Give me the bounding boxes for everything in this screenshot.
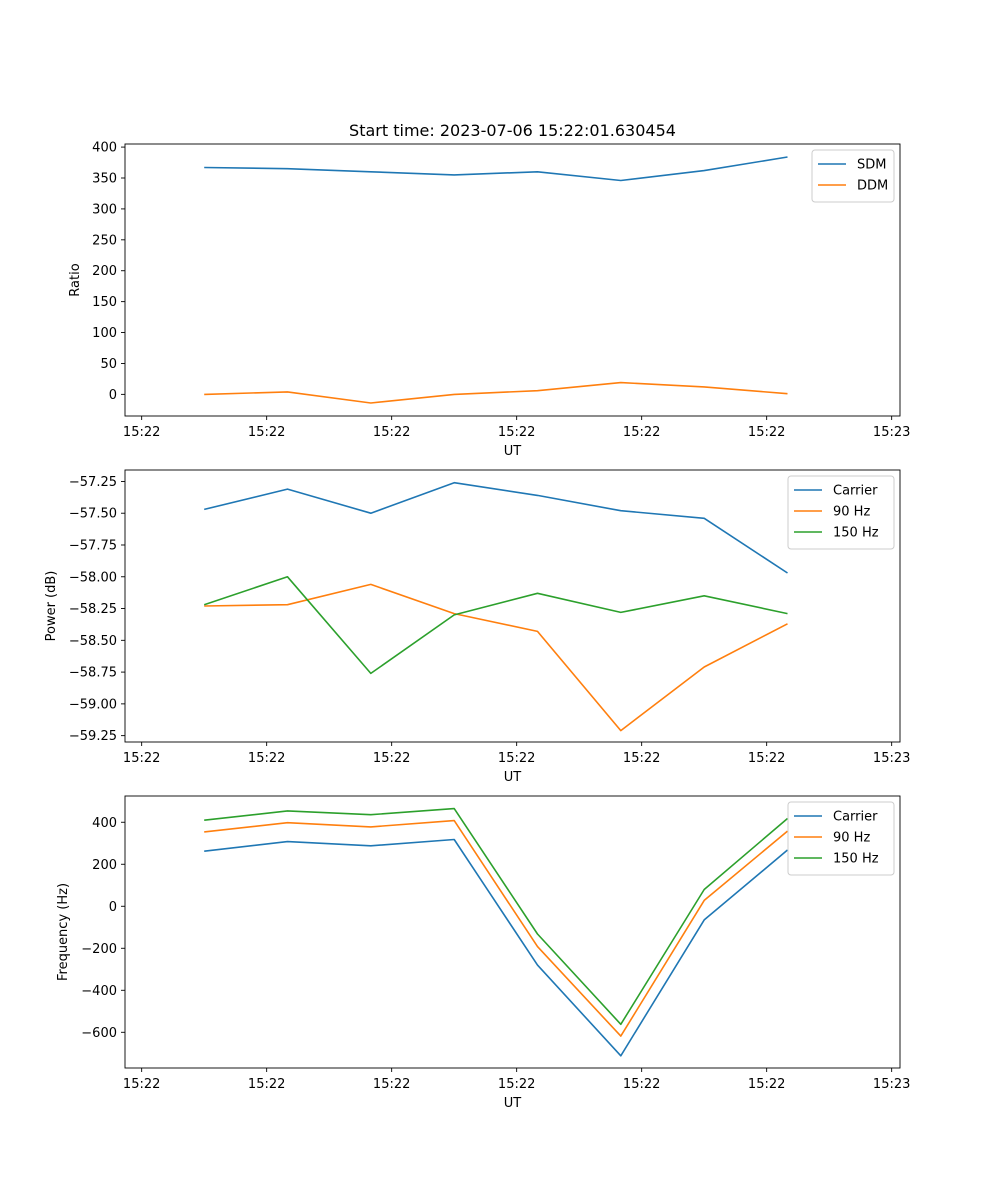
- chart-1-x-tick-label: 15:22: [248, 751, 285, 766]
- chart-0-y-tick-label: 350: [92, 172, 117, 187]
- chart-power: 15:22 15:22 15:22 15:22 15:22 15:22 15:23 −59.2…: [44, 469, 910, 785]
- chart-0-y-tick-label: 50: [100, 357, 117, 372]
- chart-1-legend-label: 90 Hz: [833, 505, 870, 520]
- chart-1-y-tick-label: −57.75: [69, 538, 117, 553]
- chart-2-x-tick-label: 15:22: [248, 1077, 285, 1092]
- chart-1-series-line-1: [204, 481, 788, 574]
- chart-0-y-tick-label: 150: [92, 295, 117, 310]
- chart-0-legend-label: DDM: [857, 179, 888, 194]
- chart-1-plot-frame: [124, 469, 901, 743]
- chart-0-y-tick-label: 400: [92, 141, 117, 156]
- chart-2-x-tick-label: 15:22: [123, 1077, 160, 1092]
- chart-2-x-tick-label: 15:22: [748, 1077, 785, 1092]
- chart-2-legend-box: [787, 801, 895, 876]
- chart-2-y-tick-label: 400: [92, 816, 117, 831]
- chart-1-y-tick-label: −58.50: [69, 634, 117, 649]
- chart-2-series-line-3: [204, 807, 789, 1026]
- chart-0-legend: SDM DDM: [811, 149, 895, 203]
- chart-0-x-tick-label: 15:22: [748, 425, 785, 440]
- chart-1-legend-box: [787, 475, 895, 550]
- chart-1-x-tick-label: 15:23: [873, 751, 910, 766]
- chart-2-plot-frame: [124, 795, 901, 1069]
- chart-1-y-tick-label: −57.50: [69, 507, 117, 522]
- chart-1-y-tick-label: −57.25: [69, 475, 117, 490]
- chart-1-x-tick-label: 15:22: [748, 751, 785, 766]
- chart-frequency: 15:22 15:22 15:22 15:22 15:22 15:22 15:23 −600 −…: [56, 795, 910, 1111]
- chart-1-x-tick-label: 15:22: [373, 751, 410, 766]
- chart-1-legend: Carrier 90 Hz 150 Hz: [787, 475, 895, 550]
- chart-0-x-axis-label: UT: [504, 444, 522, 459]
- chart-2-y-tick-label: −200: [81, 942, 117, 957]
- chart-title: Start time: 2023-07-06 15:22:01.630454: [349, 121, 676, 140]
- chart-1-legend-label: 150 Hz: [833, 526, 879, 541]
- chart-1-y-axis-label: Power (dB): [44, 571, 59, 642]
- chart-1-x-tick-label: 15:22: [498, 751, 535, 766]
- chart-0-series-line-1: [204, 156, 788, 182]
- chart-0-x-tick-label: 15:22: [123, 425, 160, 440]
- chart-2-legend: Carrier 90 Hz 150 Hz: [787, 801, 895, 876]
- chart-0-x-tick-label: 15:22: [373, 425, 410, 440]
- chart-2-x-tick-label: 15:22: [373, 1077, 410, 1092]
- chart-2-y-axis-label: Frequency (Hz): [56, 883, 71, 981]
- chart-2-y-tick-label: −400: [81, 984, 117, 999]
- chart-0-legend-label: SDM: [857, 158, 886, 173]
- chart-2-legend-label: 150 Hz: [833, 852, 879, 867]
- chart-2-x-axis-label: UT: [504, 1096, 522, 1111]
- chart-0-plot-frame: [124, 143, 901, 417]
- chart-1-legend-label: Carrier: [833, 484, 878, 499]
- chart-ratio: Start time: 2023-07-06 15:22:01.630454 1…: [68, 121, 910, 459]
- chart-0-y-tick-label: 100: [92, 326, 117, 341]
- chart-1-x-axis-label: UT: [504, 770, 522, 785]
- chart-1-y-tick-label: −58.00: [69, 570, 117, 585]
- chart-2-y-tick-label: 0: [109, 900, 117, 915]
- chart-0-y-tick-label: 250: [92, 233, 117, 248]
- chart-1-x-tick-label: 15:22: [123, 751, 160, 766]
- chart-1-y-tick-label: −58.75: [69, 666, 117, 681]
- chart-1-series-line-2: [204, 583, 788, 732]
- chart-1-series-line-3: [203, 575, 788, 675]
- chart-2-x-tick-label: 15:22: [498, 1077, 535, 1092]
- chart-1-y-tick-label: −59.25: [69, 729, 117, 744]
- chart-2-x-tick-label: 15:22: [623, 1077, 660, 1092]
- chart-2-y-tick-label: −600: [81, 1026, 117, 1041]
- chart-1-x-tick-label: 15:22: [623, 751, 660, 766]
- chart-1-y-tick-label: −59.00: [69, 697, 117, 712]
- chart-0-x-tick-label: 15:22: [248, 425, 285, 440]
- chart-0-x-tick-label: 15:22: [498, 425, 535, 440]
- chart-0-series-line-2: [204, 381, 788, 404]
- chart-0-x-tick-label: 15:22: [623, 425, 660, 440]
- chart-0-legend-box: [811, 149, 895, 203]
- chart-0-y-axis-label: Ratio: [68, 263, 83, 296]
- chart-2-y-tick-label: 200: [92, 858, 117, 873]
- chart-2-legend-label: Carrier: [833, 810, 878, 825]
- chart-0-y-tick-label: 0: [109, 388, 117, 403]
- chart-2-legend-label: 90 Hz: [833, 831, 870, 846]
- chart-2-series-line-2: [204, 819, 789, 1037]
- chart-0-x-tick-label: 15:23: [873, 425, 910, 440]
- chart-0-y-tick-label: 200: [92, 264, 117, 279]
- chart-2-series-line-1: [204, 838, 789, 1057]
- chart-0-y-tick-label: 300: [92, 202, 117, 217]
- chart-1-y-tick-label: −58.25: [69, 602, 117, 617]
- chart-2-x-tick-label: 15:23: [873, 1077, 910, 1092]
